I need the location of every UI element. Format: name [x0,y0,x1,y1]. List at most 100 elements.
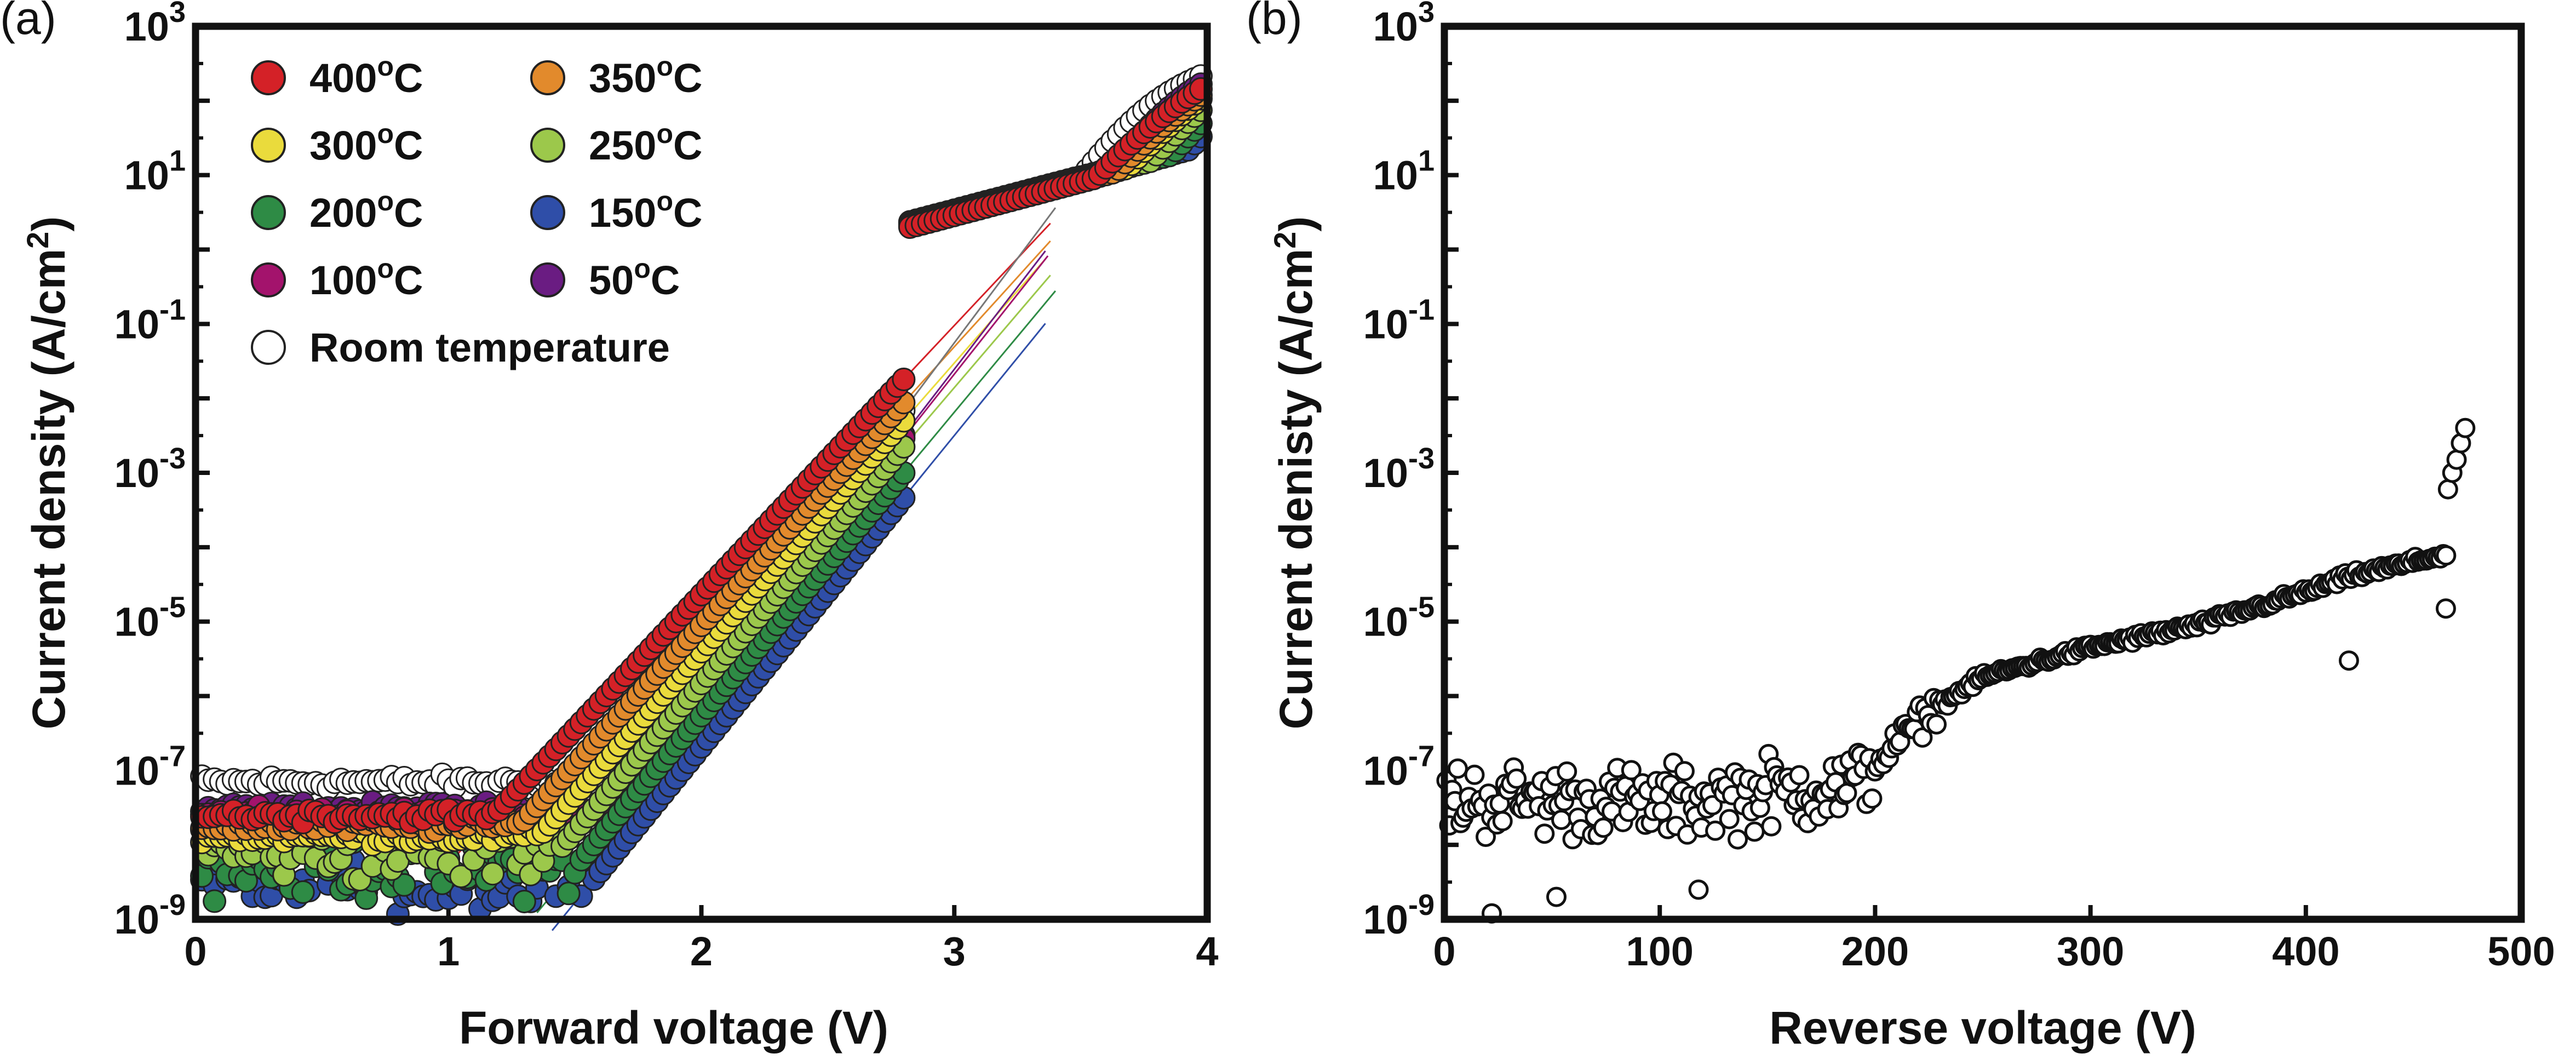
panel-a-y-tick-base: 10 [124,4,169,49]
data-point [291,880,315,904]
legend-item: 200oC [251,186,423,236]
legend-label: 300oC [309,118,423,168]
data-point [1688,879,1709,900]
legend-series-name: 400 [309,55,377,101]
panel-a-y-tick-base: 10 [114,450,159,496]
data-point [2446,449,2467,470]
panel-a-y-tick-base: 10 [124,153,169,198]
panel-b-y-tick-label: 10-7 [1363,740,1435,793]
data-point [1464,764,1485,785]
panel-a-y-tick-label: 10-9 [114,889,186,942]
legend-marker [530,60,565,95]
legend-series-name: 350 [589,55,656,101]
legend-degree-sup: o [634,253,651,284]
legend-label: 250oC [589,118,702,168]
legend-series-name: Room temperature [309,325,670,370]
panel-b-ticks: 0 100 200 300 400 50010310110-110-310-510-710… [1363,0,2555,974]
legend-unit: C [673,55,702,101]
legend-marker [251,128,286,163]
panel-b-y-tick-label: 10-9 [1363,889,1435,942]
legend-series-name: 50 [589,257,634,303]
legend-degree-sup: o [377,118,394,149]
panel-b-y-tick-exp: -9 [1408,889,1435,921]
panel-a-x-axis-title: Forward voltage (V) [459,1002,888,1054]
legend-unit: C [394,123,423,168]
panel-b-y-tick-exp: -5 [1408,591,1435,624]
data-point [512,890,536,914]
legend-marker [530,128,565,163]
data-point [1546,886,1567,907]
data-point [1674,761,1695,782]
panel-a-y-tick-label: 10-3 [114,442,186,496]
legend-series-name: 150 [589,190,656,236]
data-point [1744,821,1765,842]
legend-label: Room temperature [309,325,670,370]
data-point [1862,788,1883,809]
panel-b-y-tick-base: 10 [1363,599,1408,645]
legend-item: Room temperature [251,325,670,370]
data-point [1761,816,1782,837]
legend-unit: C [673,123,702,168]
panel-b-data-points [1436,417,2476,924]
data-point [2455,417,2476,438]
data-point [2338,650,2359,671]
panel-a-y-tick-label: 103 [124,0,186,49]
panel-b-x-tick-label: 500 [2487,929,2555,974]
legend-item: 150oC [530,186,702,236]
panel-a-y-tick-exp: -5 [159,591,186,624]
data-point [1789,765,1810,786]
legend-item: 350oC [530,51,702,101]
legend-item: 400oC [251,51,423,101]
panel-b-y-tick-label: 10-3 [1363,442,1435,496]
data-point [1557,761,1577,782]
panel-a-y-tick-label: 10-5 [114,591,186,645]
legend-degree-sup: o [377,51,394,82]
panel-b-x-tick-label: 100 [1626,929,1693,974]
panel-b-x-tick-label: 200 [1841,929,1909,974]
panel-a-y-tick-exp: -9 [159,889,186,921]
data-point [1652,801,1672,822]
panel-b-x-tick-label: 300 [2057,929,2124,974]
data-point [892,368,916,391]
legend-item: 100oC [251,253,423,303]
panel-a-y-tick-exp: -1 [159,293,186,326]
panel-b-y-tick-base: 10 [1373,153,1418,198]
legend-item: 250oC [530,118,702,168]
panel-a-data-points [190,64,1213,931]
panel-b-y-tick-exp: 3 [1418,0,1435,28]
data-point [2436,545,2457,566]
data-point [1705,820,1726,841]
panel-a-x-tick-label: 3 [943,929,966,974]
legend-unit: C [394,190,423,236]
data-point [1551,810,1571,830]
panel-a-y-tick-base: 10 [114,897,159,942]
data-point [1506,768,1527,789]
panel-a-y-title-close: ) [23,216,74,232]
panel-a-y-tick-base: 10 [114,301,159,347]
legend-marker [251,195,286,230]
panel-a-x-tick-label: 2 [690,929,713,974]
panel-a-plot-frame [192,22,1211,923]
panel-b-label: (b) [1246,0,1303,44]
panel-a-x-tick-label: 0 [184,929,206,974]
panel-a-y-title-main: Current density (A/cm [23,249,74,730]
data-point [1492,811,1513,832]
data-point [1534,823,1555,844]
panel-a-y-tick-label: 10-1 [114,293,186,347]
panel-b-y-tick-exp: -3 [1408,442,1435,475]
data-point [1719,809,1740,829]
legend-degree-sup: o [656,51,673,82]
legend-series-name: 250 [589,123,656,168]
panel-b-x-tick-label: 400 [2272,929,2339,974]
legend-label: 50oC [589,253,680,303]
legend-marker [251,60,286,95]
panel-b-y-tick-label: 101 [1373,145,1435,198]
legend-series-name: 300 [309,123,377,168]
panel-b-y-tick-base: 10 [1363,897,1408,942]
panel-a-y-tick-label: 10-7 [114,740,186,793]
panel-b-y-tick-label: 10-1 [1363,293,1435,347]
data-point [392,873,416,897]
